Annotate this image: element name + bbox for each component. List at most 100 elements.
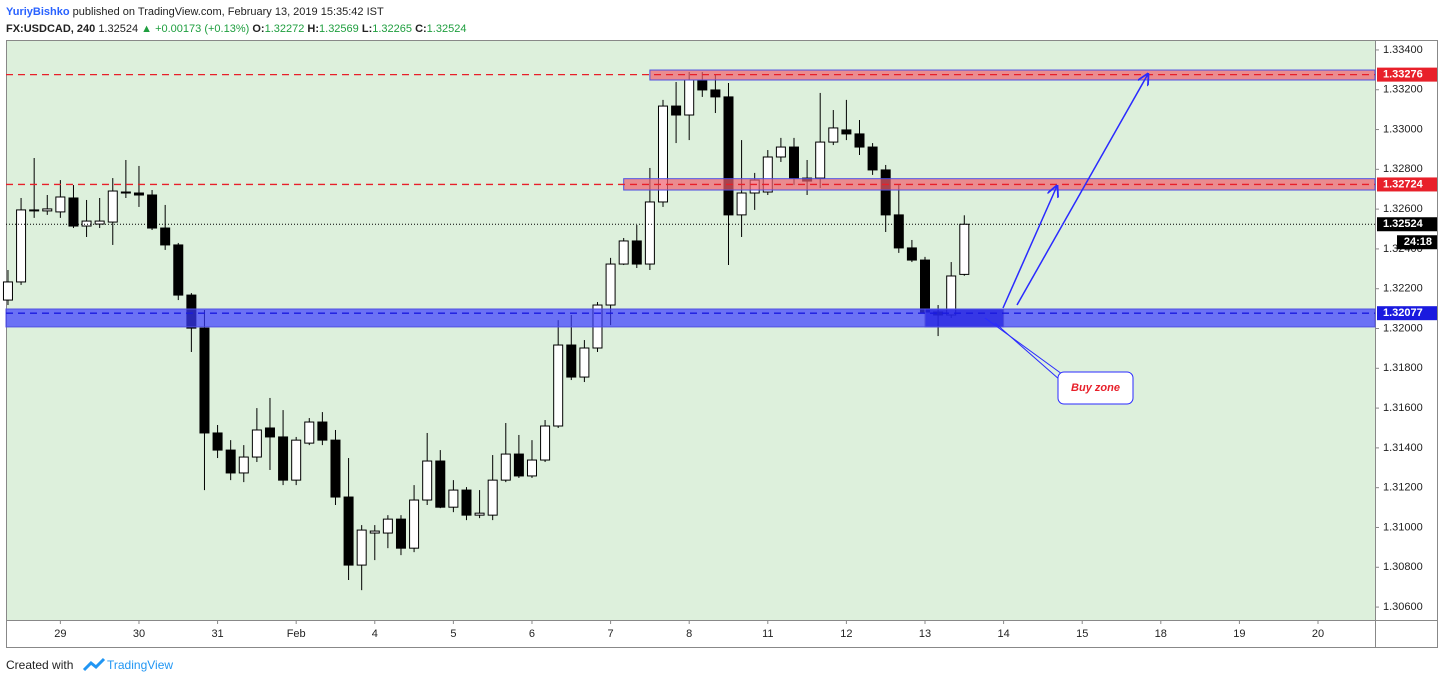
x-tick-label: 4 [372,628,378,640]
x-tick-label: 12 [840,628,852,640]
candle-body [893,214,904,249]
y-tick-label: 1.32800 [1383,163,1423,175]
candle-body [212,432,223,451]
candle-body [199,327,210,434]
candle-body [723,96,734,216]
x-tick-label: 8 [686,628,692,640]
candle-body [500,453,511,481]
candle-body [736,192,747,216]
candle-body [133,192,144,196]
candle-body [317,421,328,441]
candle-body [906,247,917,261]
candle-body [107,190,118,223]
candle-body [815,141,826,179]
y-tick-label: 1.31800 [1383,362,1423,374]
candle-body [618,240,629,265]
ohlc-value: 1.32272 [265,23,305,35]
countdown: 24:18 [1404,236,1432,248]
candle-body [448,489,459,508]
frame [6,40,1438,648]
x-tick-label: 31 [211,628,223,640]
candle-body [238,456,249,474]
y-tick-label: 1.31000 [1383,521,1423,533]
candle-body [841,129,852,135]
published: published on TradingView.com, February 1… [73,6,384,18]
candle-body [120,191,131,194]
callout-line [984,317,1063,375]
candle-body [657,105,668,203]
candle-body [775,146,786,158]
ohlc-label: O: [252,23,264,35]
y-tick-label: 1.32200 [1383,283,1423,295]
ohlc-label: C: [415,23,427,35]
ohlc-value: 1.32524 [427,23,467,35]
x-tick-label: 19 [1233,628,1245,640]
level-label-bg [1377,67,1437,82]
candle-body [55,196,66,213]
candle-body [94,220,105,225]
callout-text: Buy zone [1071,382,1120,394]
candle-body [553,344,564,427]
candle-body [356,529,367,566]
candle-body [959,223,970,275]
drawings: Buy zone [984,74,1148,405]
level-label: 1.33276 [1383,69,1423,81]
candle-body [173,244,184,296]
candle-body [671,105,682,116]
candle-body [710,89,721,98]
candle-body [251,429,262,458]
ohlc-label: H: [307,23,319,35]
candle-body [644,201,655,265]
ohlc-label: L: [362,23,372,35]
candle-body [605,263,616,306]
candle-body [828,127,839,143]
candle-body [81,220,92,227]
candle-body [2,281,13,301]
level-label: 1.32077 [1383,307,1423,319]
candle-body [684,79,695,116]
y-tick-label: 1.31400 [1383,442,1423,454]
candle-body [579,347,590,378]
x-tick-label: 13 [919,628,931,640]
footer-brand[interactable]: TradingView [107,658,173,672]
plot-background [6,40,1375,620]
x-tick-label: 14 [997,628,1009,640]
last-price-label: 1.32524 [1383,218,1424,230]
y-tick-label: 1.32600 [1383,203,1423,215]
zone [5,308,1376,328]
candle-body [409,499,420,549]
x-tick-label: 7 [608,628,614,640]
symbol-line: FX:USDCAD, 240 1.32524 ▲ +0.00173 (+0.13… [6,23,466,35]
candle-body [160,227,171,246]
y-tick-label: 1.31600 [1383,402,1423,414]
y-tick-label: 1.30800 [1383,561,1423,573]
symbol: FX:USDCAD, 240 [6,23,95,35]
candle-body [29,209,40,212]
y-tick-label: 1.31200 [1383,482,1423,494]
x-tick-label: 30 [133,628,145,640]
x-tick-label: 29 [54,628,66,640]
candle-body [422,460,433,501]
last-price-bg [1377,217,1437,232]
candle-body [382,518,393,534]
zone [623,178,1376,191]
y-tick-label: 1.33400 [1383,44,1423,56]
candle-body [513,453,524,477]
candle-body [42,208,53,212]
candle-body [919,259,930,313]
level-label-bg [1377,177,1437,192]
x-tick-label: 15 [1076,628,1088,640]
author[interactable]: YuriyBishko [6,6,70,18]
x-tick-label: 5 [450,628,456,640]
candle-body [566,344,577,378]
header-line: YuriyBishko published on TradingView.com… [6,6,384,18]
candle-body [395,518,406,549]
candle-body [540,425,551,461]
callout-line [994,322,1061,381]
arrow [1016,74,1148,306]
y-tick-label: 1.32000 [1383,322,1423,334]
candle-body [147,194,158,229]
candle-body [880,169,891,216]
change: ▲ +0.00173 (+0.13%) [141,23,249,35]
